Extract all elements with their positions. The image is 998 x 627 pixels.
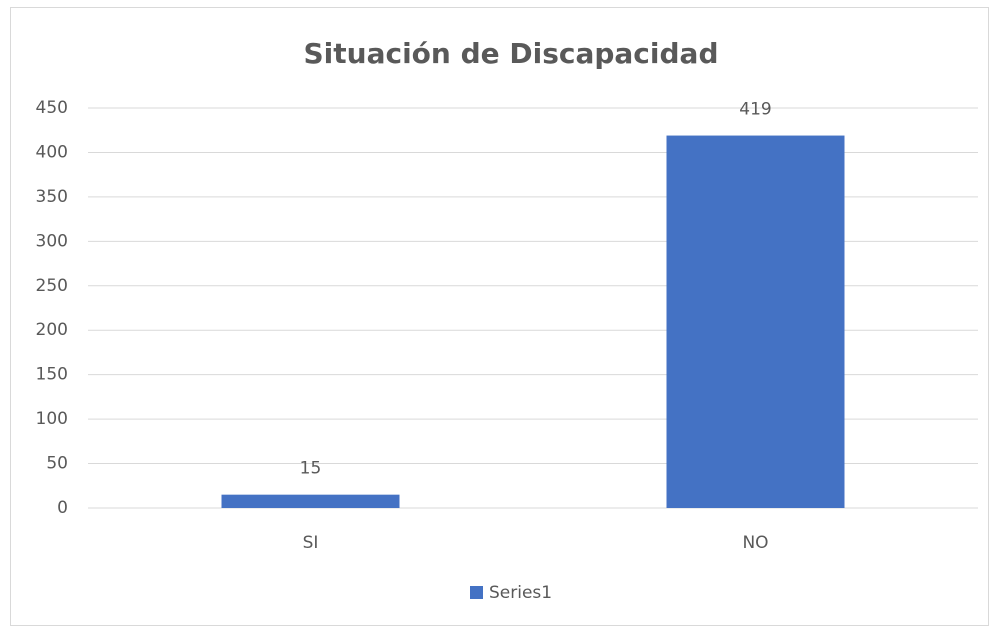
y-tick-label: 50 (46, 454, 68, 474)
y-tick-label: 400 (36, 142, 68, 162)
y-tick-label: 250 (36, 276, 68, 296)
x-tick-label: SI (303, 533, 319, 553)
y-tick-label: 300 (36, 231, 68, 251)
y-tick-label: 150 (36, 365, 68, 385)
legend-label: Series1 (489, 583, 552, 603)
bar (221, 494, 400, 508)
y-tick-label: 450 (36, 98, 68, 118)
chart-title: Situación de Discapacidad (304, 37, 719, 70)
y-tick-label: 200 (36, 320, 68, 340)
y-tick-label: 350 (36, 187, 68, 207)
data-label: 15 (300, 459, 322, 479)
x-tick-label: NO (742, 533, 768, 553)
legend-swatch (470, 586, 483, 599)
bar (666, 135, 845, 509)
y-tick-label: 100 (36, 409, 68, 429)
y-tick-label: 0 (57, 498, 68, 518)
data-label: 419 (739, 100, 771, 120)
